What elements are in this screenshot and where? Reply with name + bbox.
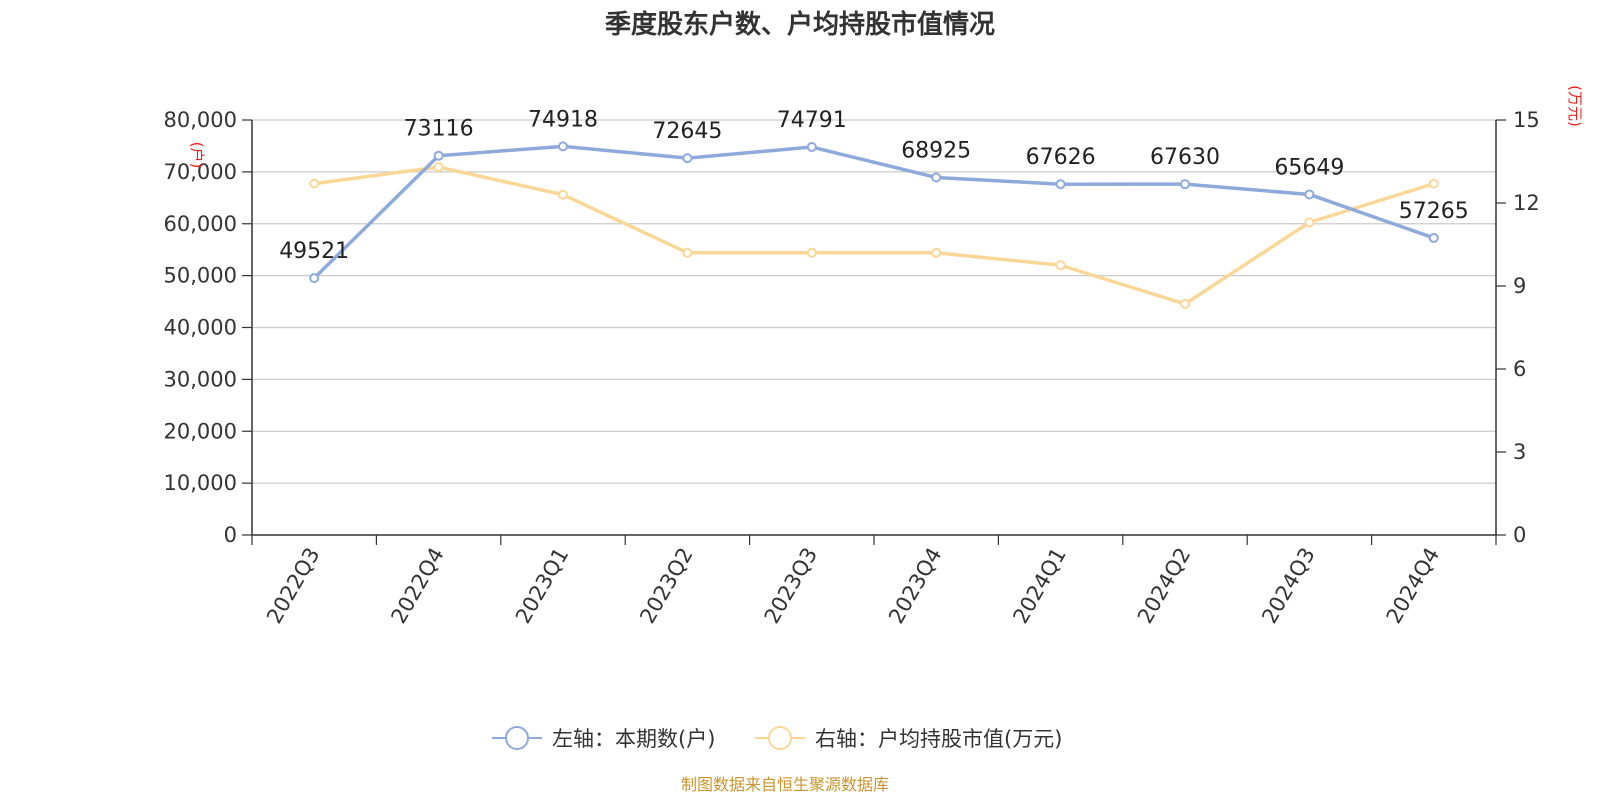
x-tick-label: 2022Q4 [386,544,448,628]
legend-avg-value-marker-icon [768,726,792,750]
avg-value-point[interactable] [1428,178,1439,189]
avg-value-point[interactable] [433,162,444,173]
data-label: 57265 [1399,199,1469,224]
holders-point[interactable] [558,141,568,152]
data-label: 67626 [1026,145,1096,170]
x-tick-label: 2023Q1 [511,544,573,628]
avg-value-point[interactable] [682,247,693,258]
legend-item-holders[interactable]: 左轴：本期数(户) [492,726,715,751]
avg-value-point[interactable] [806,247,817,258]
holders-point[interactable] [1304,189,1315,200]
axes [242,119,1506,545]
left-tick-label: 0 [224,523,237,547]
chart-title: 季度股东户数、户均持股市值情况 [605,9,995,40]
right-tick-label: 6 [1513,357,1526,381]
left-axis-unit: (户) [188,142,206,169]
left-tick-label: 70,000 [164,160,237,184]
avg-value-point[interactable] [931,247,942,258]
right-tick-label: 15 [1513,108,1540,132]
avg-value-point[interactable] [1304,217,1315,228]
right-tick-label: 9 [1513,274,1526,298]
series-avg-value-line [313,165,1435,306]
left-tick-label: 50,000 [164,264,237,288]
x-tick-label: 2023Q4 [884,543,946,627]
left-tick-label: 10,000 [164,471,237,495]
left-axis-ticks: 0 10,000 20,000 30,000 40,000 50,000 60,000 70,… [164,108,237,547]
holders-point[interactable] [309,273,320,284]
holders-point[interactable] [682,153,693,164]
holders-point[interactable] [1428,232,1439,243]
series-group [309,141,1439,309]
avg-value-point[interactable] [309,178,320,189]
left-tick-label: 40,000 [164,316,237,340]
x-tick-label: 2023Q3 [760,544,822,628]
data-label: 67630 [1150,145,1220,170]
avg-value-point[interactable] [558,189,568,200]
data-label: 72645 [652,119,722,144]
legend: 左轴：本期数(户) 右轴：户均持股市值(万元) [492,726,1062,751]
x-tick-label: 2024Q3 [1257,544,1319,628]
holders-point[interactable] [433,150,444,161]
x-axis-ticks: 2022Q3 2022Q4 2023Q1 2023Q2 2023Q3 2023Q4 2024… [262,543,1444,627]
legend-holders-marker-icon [505,726,529,750]
legend-item-avg-value[interactable]: 右轴：户均持股市值(万元) [755,726,1062,751]
series-holders-line [312,144,1435,280]
avg-value-point[interactable] [1180,298,1190,309]
x-tick-label: 2022Q3 [262,544,324,628]
data-label: 65649 [1274,155,1344,180]
x-tick-label: 2024Q4 [1382,544,1444,628]
data-label: 49521 [279,239,349,264]
left-tick-label: 30,000 [164,367,237,391]
x-tick-label: 2023Q2 [635,544,697,628]
holders-point[interactable] [1055,179,1066,190]
x-tick-label: 2024Q2 [1133,544,1195,628]
legend-holders-label: 左轴：本期数(户) [552,727,715,751]
data-label: 73116 [404,117,474,142]
data-label: 68925 [901,138,971,163]
avg-value-point[interactable] [1055,260,1066,271]
left-tick-label: 80,000 [164,108,237,132]
left-tick-label: 20,000 [164,419,237,443]
right-tick-label: 3 [1513,440,1526,464]
source-note: 制图数据来自恒生聚源数据库 [681,775,889,794]
data-label: 74791 [777,108,847,133]
holders-point[interactable] [931,172,942,183]
x-tick-label: 2024Q1 [1008,544,1070,628]
right-tick-label: 0 [1513,523,1526,547]
data-label: 74918 [528,107,598,132]
right-axis-unit: (万元) [1566,85,1584,127]
legend-avg-value-label: 右轴：户均持股市值(万元) [815,727,1062,751]
left-tick-label: 60,000 [164,212,237,236]
data-labels: 49521 73116 74918 72645 74791 68925 67626 67630… [279,107,1469,264]
holders-point[interactable] [806,142,817,153]
right-tick-label: 12 [1513,191,1540,215]
holders-point[interactable] [1180,179,1190,190]
right-axis-ticks: 0 3 6 9 12 15 [1513,108,1540,547]
